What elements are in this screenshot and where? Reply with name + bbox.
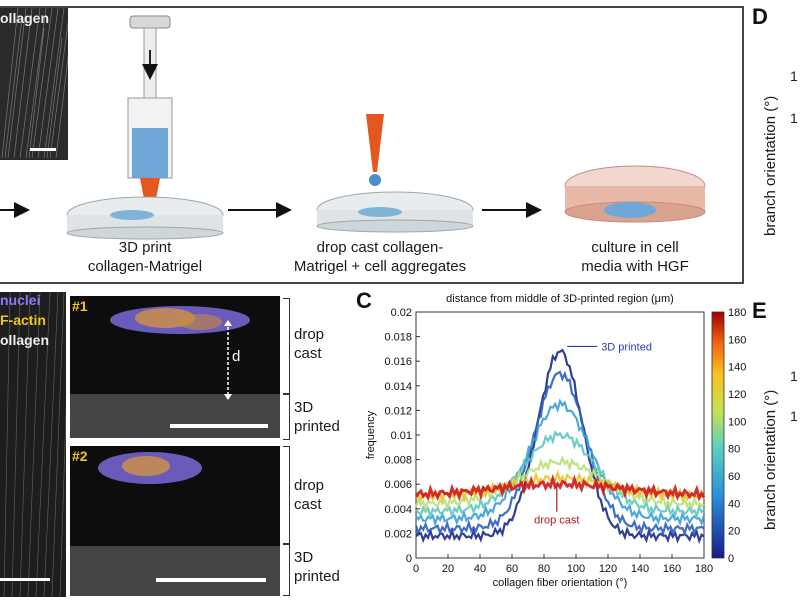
- fiber-orientation-chart: distance from middle of 3D-printed regio…: [365, 293, 746, 589]
- colorbar-tick-9: 180: [728, 307, 746, 319]
- schematic-frame: [0, 6, 744, 284]
- panel-d-ylabel: branch orientation (°): [762, 95, 779, 236]
- colorbar-tick-3: 60: [728, 471, 740, 483]
- y-tick-label-8: 0.016: [384, 356, 412, 368]
- micrograph-2: #2: [70, 446, 280, 596]
- x-tick-label-9: 180: [695, 563, 713, 575]
- colorbar-tick-8: 160: [728, 334, 746, 346]
- x-axis-label: collagen fiber orientation (°): [493, 577, 628, 589]
- colorbar: [711, 311, 725, 559]
- series-line-3: [415, 429, 705, 521]
- x-tick-label-6: 120: [599, 563, 617, 575]
- x-tick-label-0: 0: [413, 563, 419, 575]
- micrograph-1-label: #1: [72, 298, 88, 314]
- micrograph-2-image: [70, 446, 280, 596]
- x-tick-label-8: 160: [663, 563, 681, 575]
- y-tick-label-9: 0.018: [384, 332, 412, 344]
- colorbar-tick-0: 0: [728, 553, 734, 565]
- panel-c-letter: C: [356, 288, 372, 313]
- panel-e-tick-0: 1: [790, 368, 798, 384]
- panel-e-ylabel: branch orientation (°): [762, 389, 779, 530]
- panel-b-wide-micrograph: nuclei F-actin ollagen: [0, 292, 66, 597]
- series-line-0: [415, 348, 705, 545]
- bracket-drop-cast-2: [283, 446, 290, 544]
- y-axis-label: frequency: [365, 410, 377, 459]
- drop-cast-dish-illustration: [316, 114, 474, 233]
- y-tick-label-10: 0.02: [391, 307, 412, 319]
- micrograph-2-label: #2: [72, 448, 88, 464]
- legend-factin: F-actin: [0, 312, 46, 328]
- colorbar-tick-6: 120: [728, 389, 746, 401]
- y-tick-label-6: 0.012: [384, 405, 412, 417]
- panel-d-letter: D: [752, 4, 768, 29]
- printed-label-1: 3D printed: [294, 399, 340, 435]
- annotation-printed: 3D printed: [601, 341, 652, 353]
- printing-dish-illustration: [66, 15, 224, 240]
- panel-e-tick-1: 1: [790, 408, 798, 424]
- x-tick-label-3: 60: [506, 563, 518, 575]
- x-tick-label-4: 80: [538, 563, 550, 575]
- series-line-1: [414, 370, 705, 538]
- bracket-printed-1: [283, 394, 290, 440]
- panel-e-letter: E: [752, 298, 767, 323]
- y-tick-label-2: 0.004: [384, 504, 412, 516]
- step-arrows: [0, 202, 542, 218]
- step3-caption: culture in cell media with HGF: [581, 239, 689, 275]
- d-indicator: [224, 320, 232, 400]
- legend-collagen: ollagen: [0, 332, 50, 348]
- x-tick-label-1: 20: [442, 563, 454, 575]
- bracket-drop-cast-1: [283, 298, 290, 394]
- colorbar-tick-4: 80: [728, 444, 740, 456]
- micrograph-1-image: [70, 296, 280, 438]
- y-tick-label-4: 0.008: [384, 455, 412, 467]
- annotation-dropcast: drop cast: [534, 515, 579, 527]
- y-tick-label-1: 0.002: [384, 528, 412, 540]
- chart-title: distance from middle of 3D-printed regio…: [446, 293, 674, 305]
- bracket-printed-2: [283, 544, 290, 596]
- legend-nuclei: nuclei: [0, 292, 41, 308]
- collagen-micrograph-top: ollagen: [0, 8, 68, 160]
- colorbar-tick-7: 140: [728, 362, 746, 374]
- colorbar-tick-5: 100: [728, 416, 746, 428]
- step1-caption: 3D print collagen-Matrigel: [87, 239, 203, 275]
- panel-d-tick-0: 1: [790, 68, 798, 84]
- d-label: d: [232, 348, 241, 365]
- micrograph-1: #1: [70, 296, 280, 438]
- series-line-6: [414, 473, 706, 502]
- culture-dish-illustration: [564, 165, 706, 223]
- y-tick-label-5: 0.01: [391, 430, 412, 442]
- y-tick-label-3: 0.006: [384, 479, 412, 491]
- drop-cast-label-1: drop cast: [294, 326, 325, 362]
- collagen-fiber-texture: [0, 8, 68, 160]
- series-line-2: [415, 398, 706, 528]
- y-tick-label-0: 0: [406, 553, 412, 565]
- y-tick-label-7: 0.014: [384, 381, 412, 393]
- x-tick-label-2: 40: [474, 563, 486, 575]
- colorbar-tick-2: 40: [728, 498, 740, 510]
- collagen-label: ollagen: [0, 10, 50, 26]
- x-tick-label-7: 140: [631, 563, 649, 575]
- colorbar-tick-1: 20: [728, 526, 740, 538]
- panel-b-fiber-texture: [0, 292, 66, 597]
- printed-label-2: 3D printed: [294, 549, 340, 585]
- x-tick-label-5: 100: [567, 563, 585, 575]
- scale-bar: [30, 148, 56, 151]
- panel-d-tick-1: 1: [790, 110, 798, 126]
- step2-caption: drop cast collagen- Matrigel + cell aggr…: [293, 239, 467, 275]
- drop-cast-label-2: drop cast: [294, 477, 325, 513]
